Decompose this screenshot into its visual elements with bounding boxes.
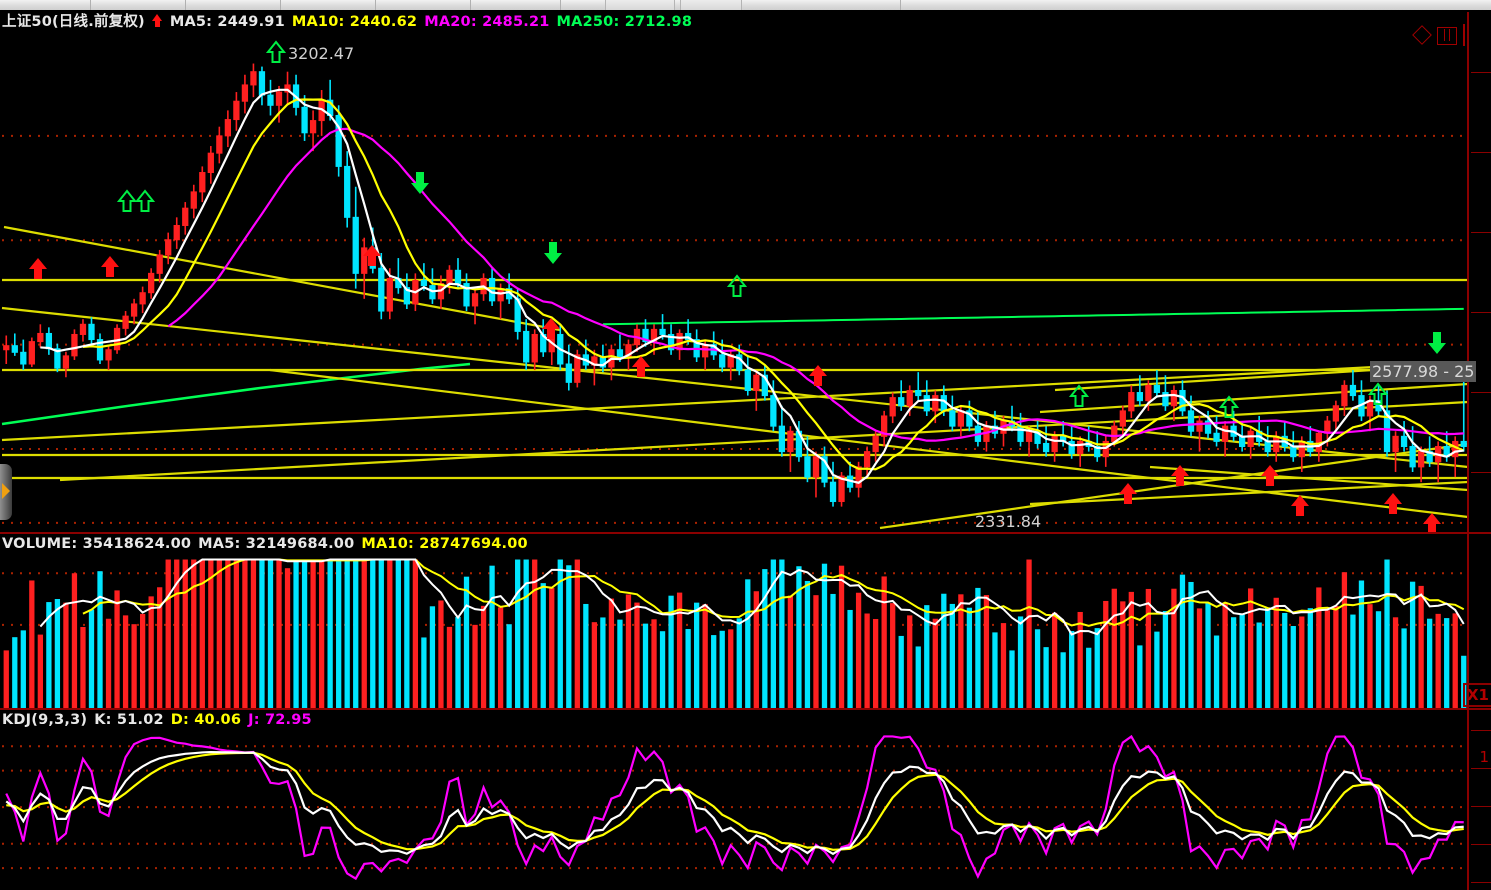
indicator-ma5: MA5: 2449.91 [169,14,285,30]
toolbar-separator [185,0,186,10]
split-window-icon[interactable] [1437,27,1457,45]
kdj-j: J: 72.95 [248,712,312,728]
indicator-ma20: MA20: 2485.21 [424,14,550,30]
scroll-left-handle[interactable] [0,464,12,520]
volume-ma10: MA10: 28747694.00 [361,536,528,552]
indicator-ma10: MA10: 2440.62 [291,14,418,30]
kdj-title: KDJ(9,3,3) [2,712,88,728]
period-low-label: 2331.84 [975,512,1042,531]
panel-edge-marker [1463,24,1465,46]
toolbar-separator [470,0,471,10]
kdj-k: K: 51.02 [94,712,164,728]
volume-ma5: MA5: 32149684.00 [198,536,355,552]
kdj-axis-tick [1471,844,1491,845]
price-indicator-bar: 上证50(日线.前复权) MA5: 2449.91 MA10: 2440.62 MA2… [0,12,699,32]
kdj-axis-tick [1471,730,1491,731]
toolbar-separator [560,0,561,10]
indicator-ma250: MA250: 2712.98 [556,14,693,30]
toolbar-separator [280,0,281,10]
kdj-indicator-bar: KDJ(9,3,3) K: 51.02 D: 40.06 J: 72.95 [0,710,319,730]
volume-indicator-bar: VOLUME: 35418624.00 MA5: 32149684.00 MA10:… [0,534,535,554]
period-high-label: 3202.47 [288,44,355,63]
price-axis-tick [1471,472,1491,473]
volume-chart-panel[interactable]: VOLUME: 35418624.00 MA5: 32149684.00 MA10:… [0,534,1491,710]
kdj-axis-tick [1471,882,1491,883]
kdj-d: D: 40.06 [170,712,242,728]
kdj-chart-panel[interactable]: KDJ(9,3,3) K: 51.02 D: 40.06 J: 72.95 [0,710,1491,890]
price-axis-tick [1471,312,1491,313]
window-toolbar[interactable] [0,0,1491,11]
symbol-title: 上证50(日线.前复权) [2,14,145,30]
price-chart-panel[interactable]: 上证50(日线.前复权) MA5: 2449.91 MA10: 2440.62 MA2… [0,12,1491,534]
price-axis-tick [1471,392,1491,393]
kdj-chart-canvas [2,734,1468,881]
volume-kdj-divider [0,708,1491,710]
price-volume-divider [0,532,1491,534]
toolbar-separator [900,0,901,10]
toolbar-button-1[interactable] [605,0,675,10]
toolbar-separator [90,0,91,10]
diamond-icon[interactable] [1412,25,1432,45]
kdj-axis-tick [1471,806,1491,807]
price-axis-tick [1471,72,1491,73]
volume-label: VOLUME: 35418624.00 [2,536,192,552]
volume-scale-badge[interactable]: X1 [1462,683,1491,707]
toolbar-button-2[interactable] [680,0,742,10]
price-axis-line [1467,12,1469,534]
cursor-price-label: 2577.98 - 25 [1370,361,1477,382]
expand-right-triangle-icon[interactable] [2,483,10,499]
price-chart-canvas [1,40,1469,534]
kdj-axis-tick [1471,768,1491,769]
up-arrow-icon [151,14,163,28]
kdj-axis-label: 1 [1479,748,1489,766]
volume-axis-line [1467,534,1469,710]
volume-chart-canvas [2,558,1468,710]
kdj-axis-line [1467,710,1469,890]
panel-corner-controls[interactable] [1412,24,1485,47]
price-axis-tick [1471,232,1491,233]
toolbar-separator [375,0,376,10]
price-axis-tick [1471,152,1491,153]
